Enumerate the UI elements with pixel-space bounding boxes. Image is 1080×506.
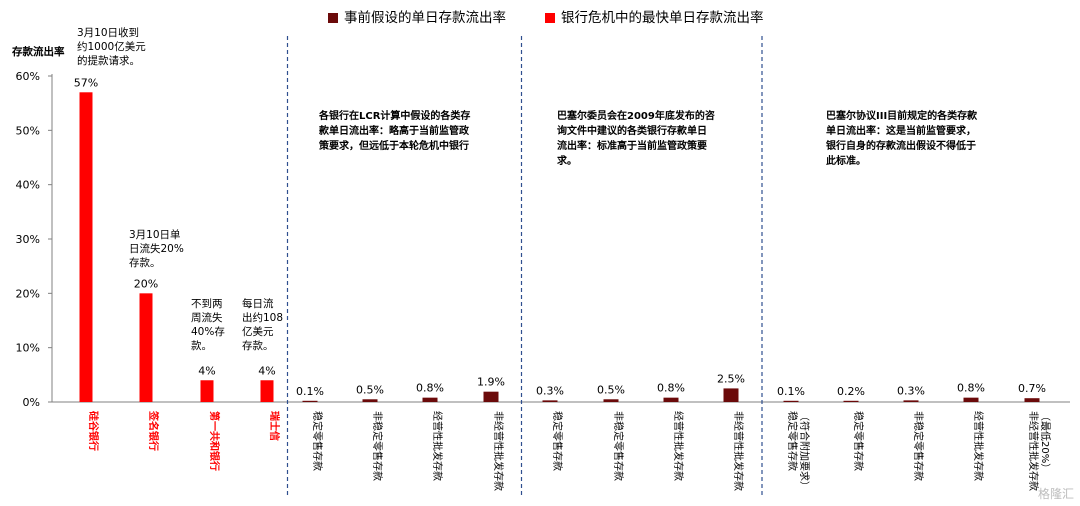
bar <box>1024 398 1040 402</box>
bar-value-label: 4% <box>198 364 215 377</box>
category-label: 非经营性批发存款 <box>1027 411 1040 491</box>
y-tick-label: 0% <box>23 396 40 409</box>
bar <box>483 391 499 402</box>
bar-value-label: 57% <box>74 76 98 89</box>
note-svb: 3月10日收到 约1000亿美元 的提款请求。 <box>77 27 146 67</box>
category-label: 稳定零售存款 <box>551 411 564 471</box>
bar <box>723 388 739 402</box>
bar-value-label: 0.5% <box>597 383 625 396</box>
category-label: 硅谷银行 <box>87 411 100 451</box>
bar-value-label: 2.5% <box>717 372 745 385</box>
bar <box>139 293 153 402</box>
bar-value-label: 20% <box>134 277 158 290</box>
bar-value-label: 1.9% <box>477 376 505 389</box>
bar <box>843 400 859 402</box>
category-label: 经营性批发存款 <box>431 411 444 481</box>
bar <box>422 397 438 402</box>
y-tick-label: 30% <box>16 233 40 246</box>
category-label: 瑞士信 <box>268 411 281 441</box>
bar-value-label: 0.2% <box>837 385 865 398</box>
note-basel-2009: 巴塞尔委员会在2009年底发布的咨 询文件中建议的各类银行存款单日 流出率：标准… <box>557 111 715 167</box>
y-tick-label: 10% <box>16 342 40 355</box>
y-tick-label: 40% <box>16 179 40 192</box>
bar-value-label: 0.8% <box>657 382 685 395</box>
category-label: 稳定零售存款 <box>786 411 799 471</box>
note-lcr: 各银行在LCR计算中假设的各类存 款单日流出率：略高于当前监管政 策要求，但远低… <box>319 111 471 152</box>
legend-label-crisis: 银行危机中的最快单日存款流出率 <box>561 10 764 26</box>
bar-value-label: 0.7% <box>1018 382 1046 395</box>
bar <box>903 400 919 402</box>
y-tick-label: 50% <box>16 124 40 137</box>
bar-value-label: 0.5% <box>356 383 384 396</box>
bar-value-label: 0.3% <box>897 384 925 397</box>
category-label: 非稳定零售存款 <box>371 411 384 481</box>
category-label: 稳定零售存款 <box>311 411 324 471</box>
bar <box>200 380 214 402</box>
legend-swatch-crisis <box>545 13 555 23</box>
bar <box>783 400 799 402</box>
y-tick-label: 60% <box>16 70 40 83</box>
watermark-text: 格隆汇 <box>1037 487 1074 501</box>
note-basel-iii: 巴塞尔协议III目前规定的各类存款 单日流出率：这是当前监管要求， 银行自身的存… <box>826 111 978 167</box>
legend-item-crisis: 银行危机中的最快单日存款流出率 <box>545 8 764 28</box>
bar <box>963 397 979 402</box>
category-label: 经营性批发存款 <box>672 411 685 481</box>
note-first-republic: 不到两 周流失 40%存 款。 <box>191 298 225 352</box>
legend-item-assumed: 事前假设的单日存款流出率 <box>328 8 506 28</box>
bar-value-label: 0.3% <box>536 384 564 397</box>
bar-value-label: 0.1% <box>296 385 324 398</box>
category-label: 非经营性批发存款 <box>732 411 745 491</box>
category-label: （最低20%） <box>1039 411 1052 473</box>
bar-value-label: 0.8% <box>416 382 444 395</box>
bar <box>302 400 318 402</box>
legend: 事前假设的单日存款流出率 银行危机中的最快单日存款流出率 <box>0 8 1080 30</box>
bar <box>603 399 619 402</box>
bar-value-label: 0.8% <box>957 382 985 395</box>
bar <box>663 397 679 402</box>
note-signature: 3月10日单 日流失20% 存款。 <box>129 229 184 269</box>
category-label: 签名银行 <box>147 410 160 451</box>
category-label: 非经营性批发存款 <box>492 411 505 491</box>
bar-value-label: 4% <box>258 364 275 377</box>
bar <box>79 92 93 403</box>
bar-value-label: 0.1% <box>777 385 805 398</box>
y-axis-label: 存款流出率 <box>12 46 65 58</box>
bar <box>260 380 274 402</box>
legend-label-assumed: 事前假设的单日存款流出率 <box>344 10 506 26</box>
legend-swatch-assumed <box>328 13 338 23</box>
bar <box>542 400 558 402</box>
y-tick-label: 20% <box>16 287 40 300</box>
category-label: 非稳定零售存款 <box>612 411 625 481</box>
category-label: （符合附加要求） <box>798 411 811 491</box>
category-label: 稳定零售存款 <box>852 411 865 471</box>
bar <box>362 399 378 402</box>
category-label: 经营性批发存款 <box>972 411 985 481</box>
category-label: 第一共和银行 <box>208 411 221 471</box>
note-credit-suisse: 每日流 出约108 亿美元 存款。 <box>242 298 284 352</box>
category-label: 非稳定零售存款 <box>912 411 925 481</box>
